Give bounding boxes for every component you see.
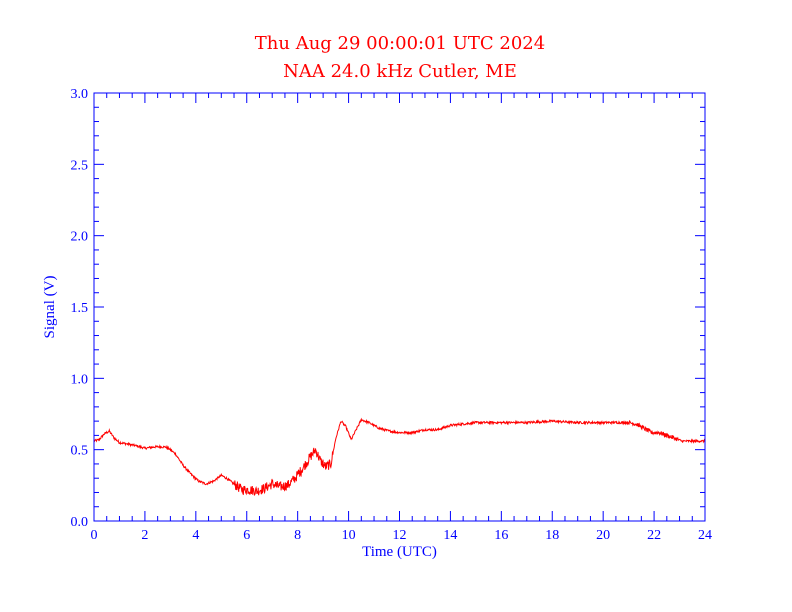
plot-frame (93, 92, 706, 522)
y-axis-label: Signal (V) (42, 276, 58, 339)
x-tick-label: 14 (443, 528, 457, 543)
tick-marks (93, 92, 706, 522)
x-tick-label: 4 (192, 528, 199, 543)
x-tick-label: 12 (393, 528, 407, 543)
y-tick-label: 2.5 (71, 158, 89, 173)
y-tick-label: 0.5 (71, 444, 89, 459)
x-tick-label: 18 (545, 528, 559, 543)
x-tick-label: 20 (596, 528, 610, 543)
chart-title: Thu Aug 29 00:00:01 UTC 2024 (254, 33, 546, 54)
y-tick-label: 1.0 (71, 372, 89, 387)
tick-labels: 0 2 4 6 8 10 12 14 16 18 20 22 240.00.51.01.52.02.53… (71, 87, 713, 543)
x-tick-label: 0 (91, 528, 98, 543)
y-tick-label: 2.0 (71, 230, 89, 245)
x-tick-label: 16 (494, 528, 508, 543)
signal-series-line (93, 417, 706, 496)
x-tick-label: 6 (243, 528, 250, 543)
x-tick-label: 24 (698, 528, 712, 543)
x-tick-label: 22 (647, 528, 661, 543)
chart-subtitle: NAA 24.0 kHz Cutler, ME (283, 61, 517, 82)
y-tick-label: 0.0 (71, 515, 89, 530)
y-tick-label: 3.0 (71, 87, 89, 102)
y-tick-label: 1.5 (71, 301, 89, 316)
x-tick-label: 8 (294, 528, 301, 543)
x-axis-label: Time (UTC) (362, 544, 437, 560)
x-tick-label: 2 (141, 528, 148, 543)
x-tick-label: 10 (342, 528, 356, 543)
